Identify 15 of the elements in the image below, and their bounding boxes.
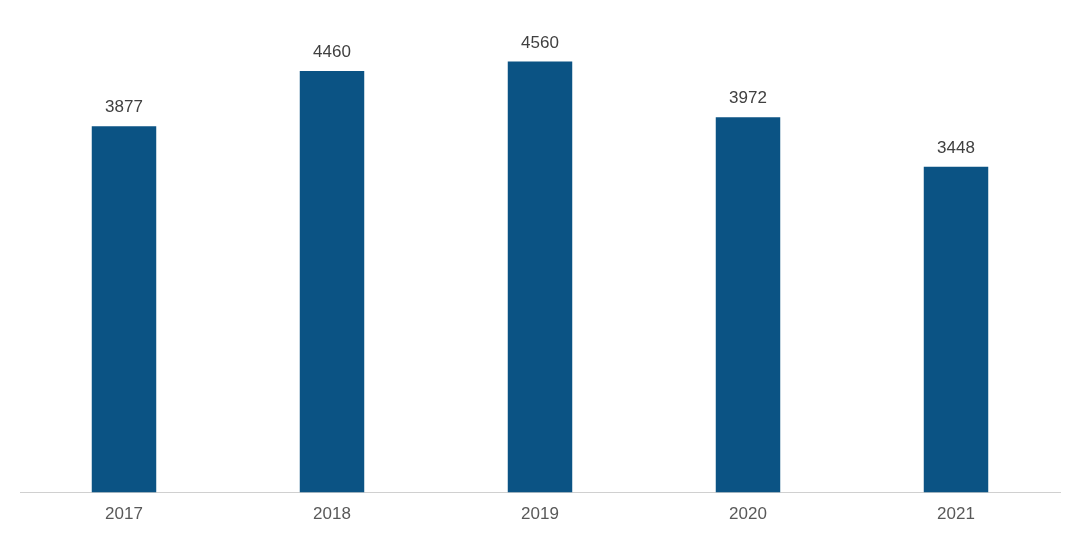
bar <box>715 117 781 493</box>
data-label: 3877 <box>105 97 143 117</box>
bar <box>91 126 157 493</box>
x-tick-label: 2019 <box>521 504 559 524</box>
data-label: 4460 <box>313 42 351 62</box>
data-label: 3448 <box>937 137 975 157</box>
x-tick-label: 2017 <box>105 504 143 524</box>
x-tick-label: 2020 <box>729 504 767 524</box>
bar <box>923 166 989 493</box>
bar <box>299 71 365 493</box>
data-label: 4560 <box>521 32 559 52</box>
bar <box>507 61 573 493</box>
data-label: 3972 <box>729 88 767 108</box>
x-tick-label: 2021 <box>937 504 975 524</box>
x-tick-label: 2018 <box>313 504 351 524</box>
